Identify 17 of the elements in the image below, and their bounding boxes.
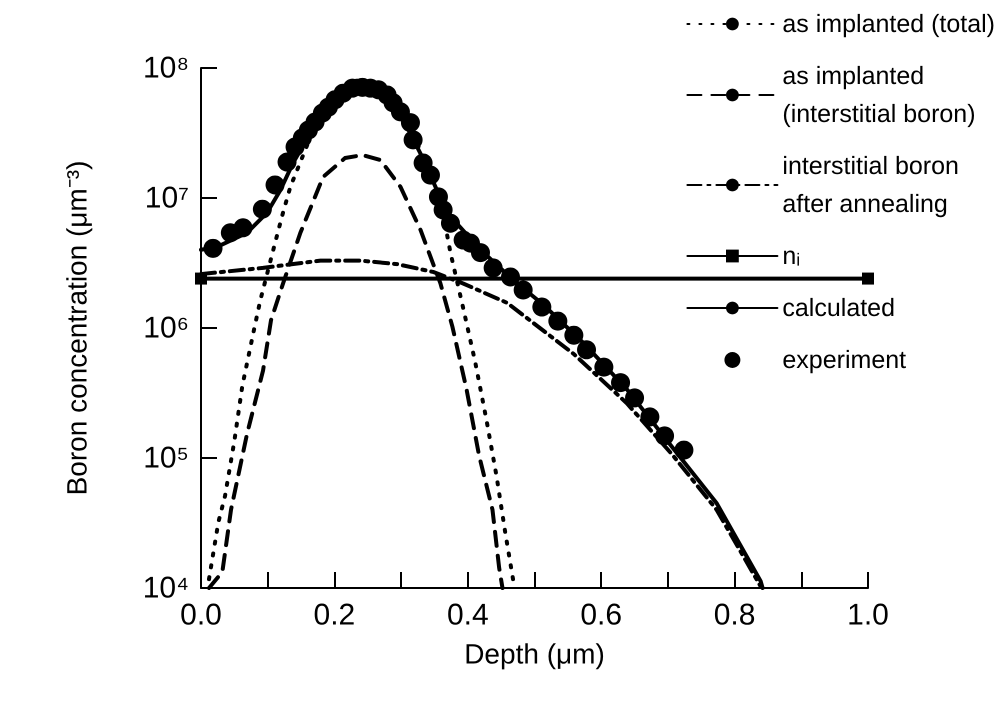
y-tick-label: 10⁵ xyxy=(143,442,189,474)
legend-label: calculated xyxy=(782,294,895,322)
legend-label: nᵢ xyxy=(782,242,800,270)
legend-label: as implanted (total) xyxy=(782,10,996,38)
x-tick-label: 0.8 xyxy=(714,598,756,632)
y-tick-label: 10⁷ xyxy=(144,182,189,214)
legend-label: as implanted (interstitial boron) xyxy=(782,62,976,128)
x-tick-label: 1.0 xyxy=(847,598,889,632)
x-tick-label: 0.6 xyxy=(580,598,622,632)
x-axis-title: Depth (μm) xyxy=(464,638,605,670)
x-tick-label: 0.2 xyxy=(314,598,356,632)
y-tick-label: 10⁶ xyxy=(143,312,189,344)
y-tick-label: 10⁸ xyxy=(142,52,189,84)
legend-label: experiment xyxy=(782,346,906,374)
x-tick-label: 0.4 xyxy=(446,598,489,632)
y-axis-title: Boron concentration (μm⁻³) xyxy=(62,160,92,496)
legend-label: interstitial boron after annealing xyxy=(782,152,959,218)
